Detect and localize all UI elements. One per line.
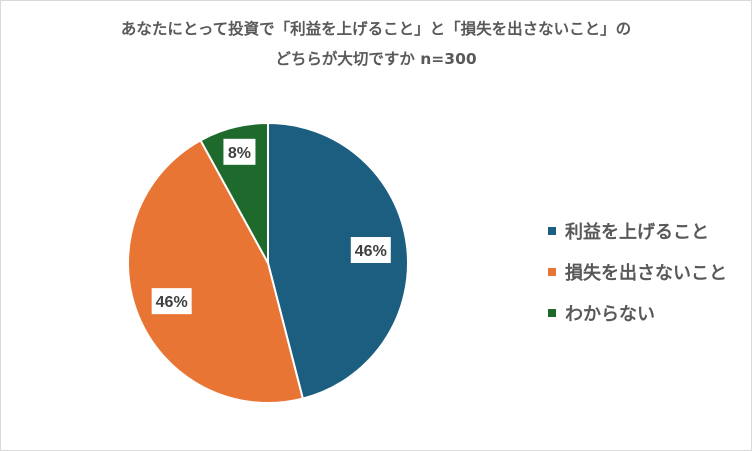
chart-legend: 利益を上げること 損失を出さないこと わからない [548,210,727,333]
pie-slice-profit [267,121,409,400]
legend-item-profit: 利益を上げること [548,210,727,251]
data-label-box-unknown [223,138,256,165]
chart-title-line-2: どちらが大切ですか n=300 [275,50,477,68]
data-label-unknown: 8% [223,138,256,165]
legend-label-profit: 利益を上げること [565,221,709,243]
data-label-text-profit: 46% [355,243,387,260]
legend-label-unknown: わからない [565,303,655,325]
chart-title-line-1: あなたにとって投資で「利益を上げること」と「損失を出さないこと」の [120,20,632,38]
legend-swatch-loss [548,267,556,276]
data-label-text-loss: 46% [156,294,188,311]
legend-item-unknown: わからない [548,292,727,333]
legend-label-loss: 損失を出さないこと [565,262,727,284]
data-label-box-loss [151,288,192,315]
data-label-box-profit [350,237,391,264]
chart-title: あなたにとって投資で「利益を上げること」と「損失を出さないこと」の どちらが大切… [0,14,752,74]
legend-swatch-profit [548,226,556,235]
legend-item-loss: 損失を出さないこと [548,251,727,292]
data-label-profit: 46% [350,237,391,264]
data-label-text-unknown: 8% [228,145,251,162]
pie-slice-loss [127,138,305,404]
legend-swatch-unknown [548,308,556,317]
data-label-loss: 46% [151,288,192,315]
